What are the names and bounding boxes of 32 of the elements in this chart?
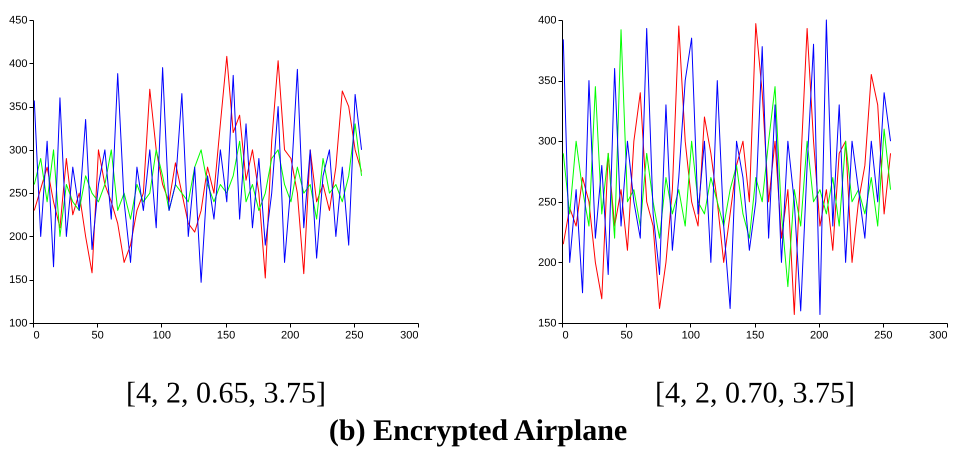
y-tick-label: 350 [538,75,556,88]
x-tick-label: 50 [92,330,104,342]
y-tick-label: 150 [9,274,28,286]
y-tick-label: 450 [9,14,28,26]
x-tick-label: 100 [682,330,700,342]
y-tick-label: 200 [9,230,28,243]
x-tick-label: 250 [345,330,364,342]
x-tick-label: 0 [34,330,40,342]
x-tick-label: 200 [810,330,828,342]
x-tick-label: 150 [216,330,236,342]
x-tick-label: 50 [620,330,633,342]
y-tick-label: 300 [538,136,556,148]
x-tick-label: 0 [562,330,569,342]
y-tick-label: 400 [9,58,28,70]
y-tick-label: 400 [538,14,556,26]
y-tick-label: 300 [9,144,28,156]
x-tick-label: 150 [746,330,764,342]
x-tick-label: 250 [874,330,893,342]
y-tick-label: 150 [538,318,556,330]
x-tick-label: 300 [929,330,948,342]
x-tick-label: 200 [280,330,300,342]
y-tick-label: 250 [538,196,556,208]
y-tick-label: 250 [9,188,28,200]
y-tick-label: 200 [538,256,556,269]
y-tick-label: 350 [9,101,28,114]
x-axis-title: [4, 2, 0.70, 3.75] [655,376,855,410]
x-tick-label: 300 [400,330,418,342]
y-tick-label: 100 [9,318,28,330]
line-series [34,123,362,237]
text: (b) Encrypted Airplane [328,414,628,447]
x-axis-title: [4, 2, 0.65, 3.75] [126,376,326,410]
x-tick-label: 100 [152,330,172,342]
